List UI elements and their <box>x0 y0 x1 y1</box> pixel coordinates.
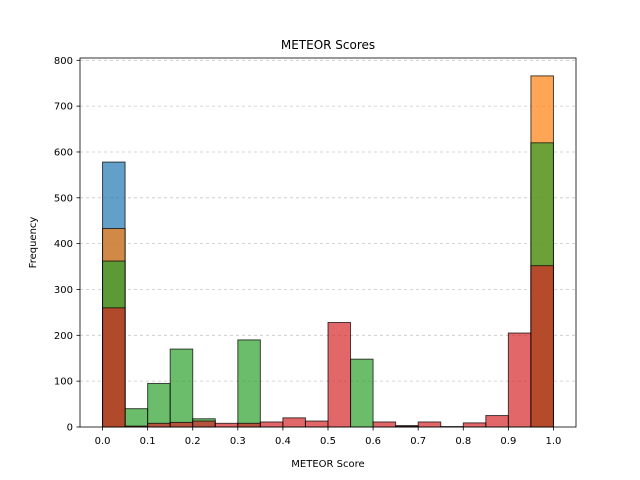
histogram-bar <box>530 265 554 428</box>
histogram-bar <box>147 382 171 428</box>
x-tick-label: 0.3 <box>230 436 246 447</box>
y-tick-label: 600 <box>54 147 73 158</box>
histogram-bar <box>462 422 487 428</box>
x-axis-title: METEOR Score <box>291 459 364 470</box>
histogram-bar <box>417 421 442 428</box>
histogram-bar <box>304 420 329 428</box>
histogram-bar <box>507 332 532 428</box>
x-tick-label: 0.2 <box>185 436 201 447</box>
y-tick-label: 200 <box>54 331 73 342</box>
x-tick-label: 0.7 <box>410 436 426 447</box>
histogram-bar <box>282 417 306 428</box>
histogram-bar <box>350 358 374 428</box>
histogram-bar <box>214 422 239 428</box>
y-tick-label: 800 <box>54 56 73 67</box>
series-3-bars <box>102 265 554 428</box>
histogram-bar <box>237 339 261 428</box>
x-tick-label: 1.0 <box>546 436 562 447</box>
y-tick-label: 700 <box>54 102 73 113</box>
y-tick-label: 500 <box>54 193 73 204</box>
y-tick-label: 300 <box>54 285 73 296</box>
x-tick-label: 0.4 <box>275 436 291 447</box>
histogram-bar <box>327 321 352 428</box>
histogram-bar <box>169 348 194 428</box>
x-tick-label: 0.6 <box>365 436 381 447</box>
y-axis: 0 100 200 300 400 500 600 700 800 <box>54 56 80 434</box>
y-axis-title: Frequency <box>28 217 39 269</box>
histogram-bar <box>237 422 261 428</box>
x-tick-label: 0.5 <box>320 436 336 447</box>
histogram-bar <box>124 408 149 428</box>
histogram-bars <box>102 75 554 428</box>
y-tick-label: 0 <box>67 423 73 434</box>
histogram-bar <box>372 421 397 428</box>
histogram-bar <box>102 307 126 428</box>
chart-title: METEOR Scores <box>281 38 375 52</box>
histogram-bar <box>192 420 216 428</box>
y-tick-label: 100 <box>54 377 73 388</box>
histogram-bar <box>485 415 509 428</box>
x-tick-label: 0.0 <box>95 436 111 447</box>
histogram-bar <box>147 422 171 428</box>
histogram-bar <box>259 421 284 428</box>
histogram-bar <box>169 421 194 428</box>
y-tick-label: 400 <box>54 239 73 250</box>
x-tick-label: 0.9 <box>500 436 516 447</box>
x-tick-label: 0.1 <box>140 436 156 447</box>
x-tick-label: 0.8 <box>455 436 471 447</box>
x-axis: 0.0 0.1 0.2 0.3 0.4 0.5 0.6 0.7 0.8 0.9 1.0 <box>95 427 562 447</box>
